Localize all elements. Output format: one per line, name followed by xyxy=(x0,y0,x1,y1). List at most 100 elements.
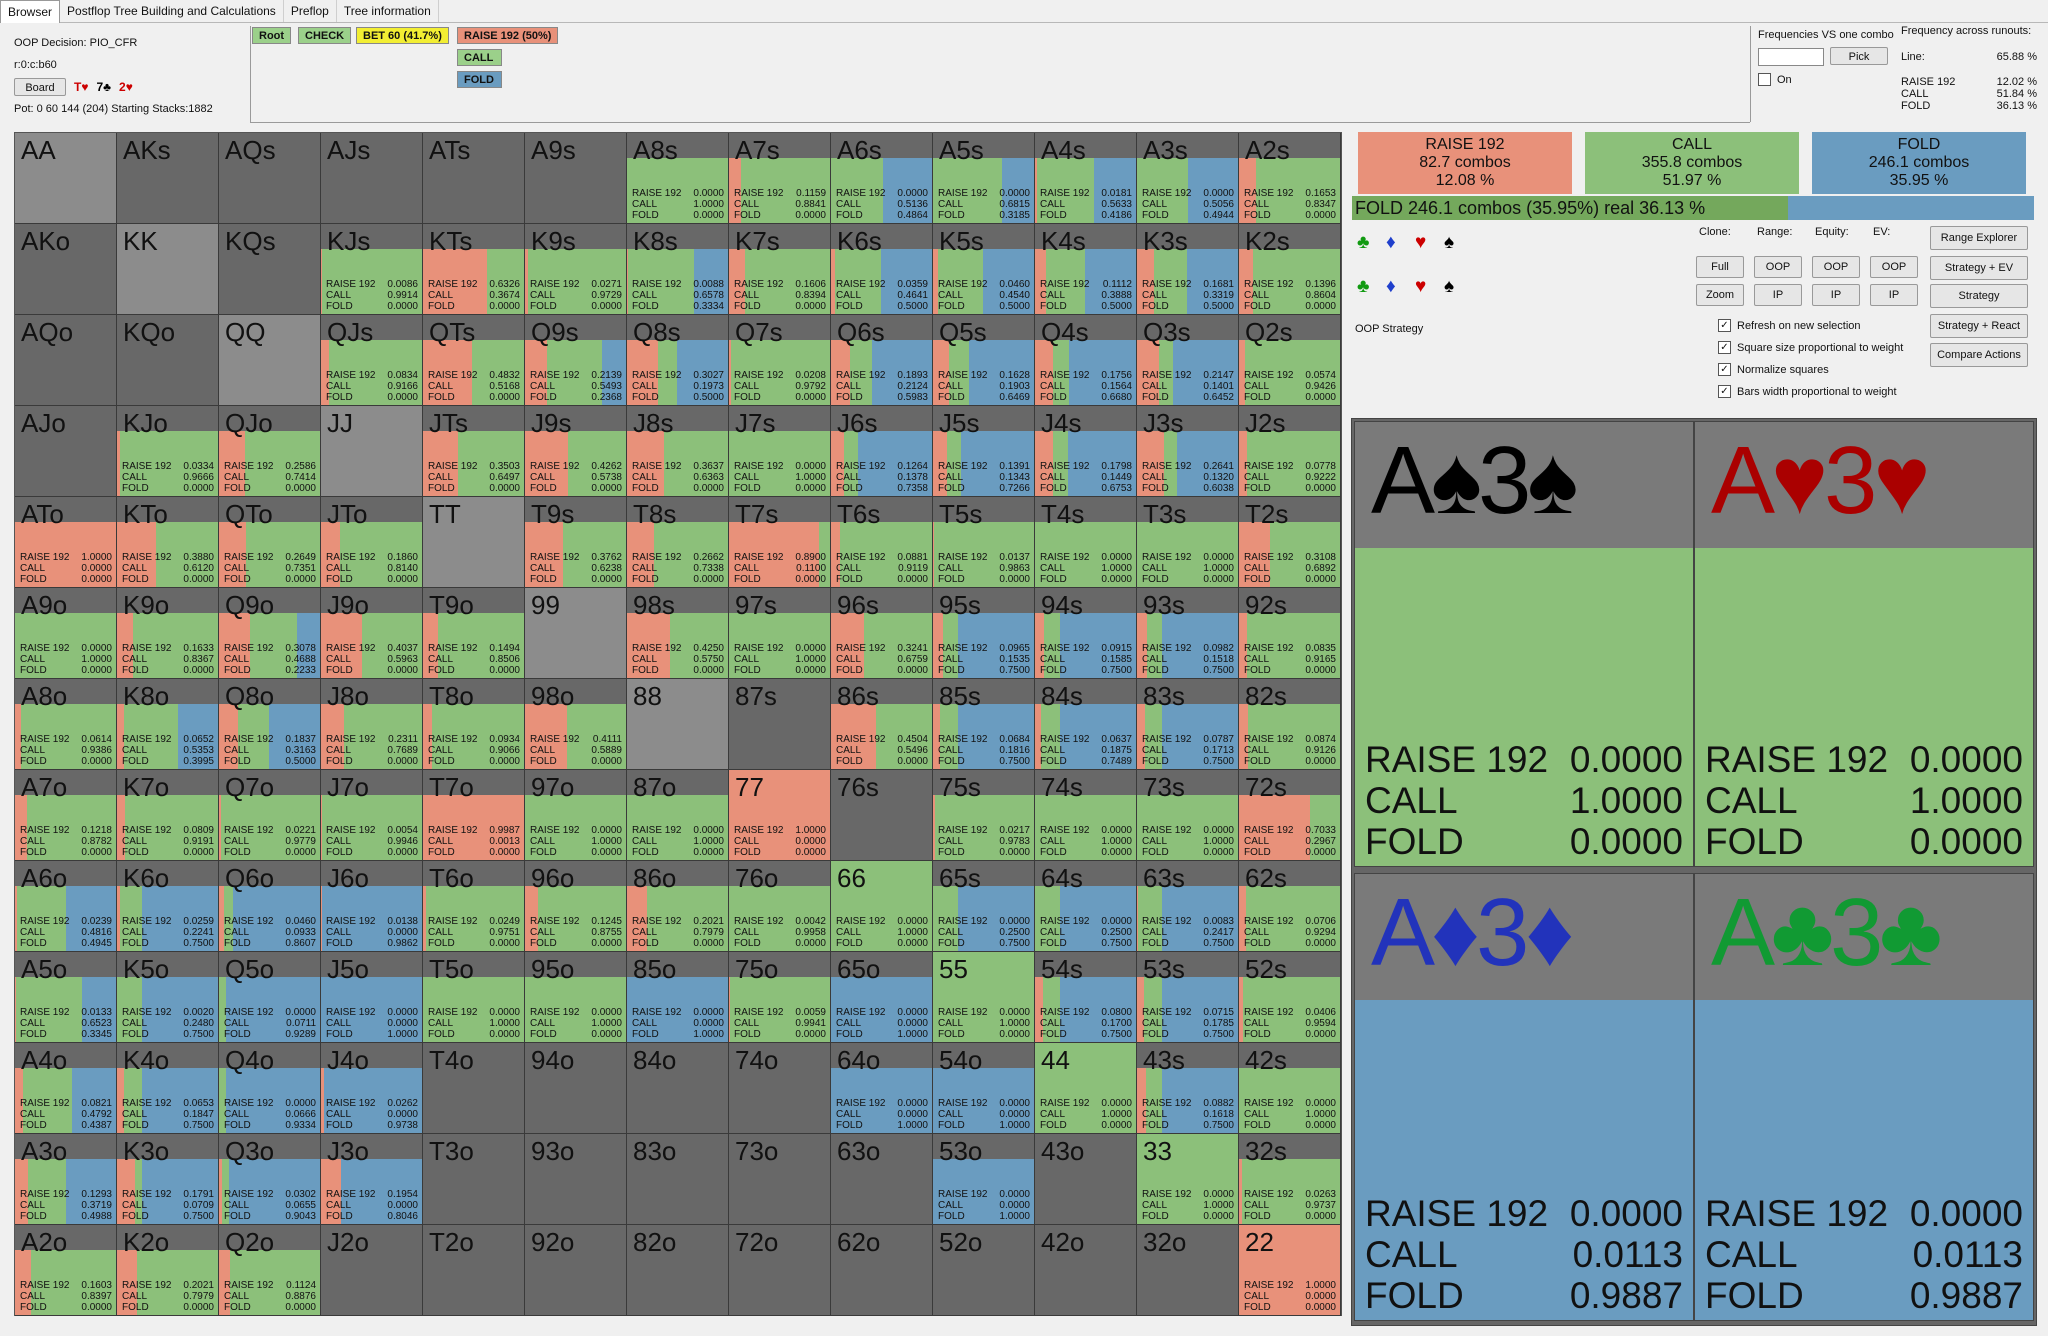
hand-cell-J2s[interactable]: RAISE 192 0.0778 CALL 0.9222 FOLD 0.0000 J2s xyxy=(1239,406,1341,497)
hand-cell-52o[interactable]: 52o xyxy=(933,1225,1035,1316)
hand-cell-QJo[interactable]: RAISE 192 0.2586 CALL 0.7414 FOLD 0.0000 QJo xyxy=(219,406,321,497)
hand-cell-Q4s[interactable]: RAISE 192 0.1756 CALL 0.1564 FOLD 0.6680 Q4s xyxy=(1035,315,1137,406)
control-button-oop[interactable]: OOP xyxy=(1812,256,1860,278)
hand-cell-TT[interactable]: TT xyxy=(423,497,525,588)
hand-cell-KK[interactable]: KK xyxy=(117,224,219,315)
hand-cell-J9s[interactable]: RAISE 192 0.4262 CALL 0.5738 FOLD 0.0000 J9s xyxy=(525,406,627,497)
hand-cell-AKo[interactable]: AKo xyxy=(15,224,117,315)
hand-cell-QQ[interactable]: QQ xyxy=(219,315,321,406)
hand-cell-J3o[interactable]: RAISE 192 0.1954 CALL 0.0000 FOLD 0.8046 J3o xyxy=(321,1134,423,1225)
hand-cell-A2o[interactable]: RAISE 192 0.1603 CALL 0.8397 FOLD 0.0000 A2o xyxy=(15,1225,117,1316)
hand-cell-72o[interactable]: 72o xyxy=(729,1225,831,1316)
control-button-ip[interactable]: IP xyxy=(1754,284,1802,306)
hand-cell-64s[interactable]: RAISE 192 0.0000 CALL 0.2500 FOLD 0.7500 64s xyxy=(1035,861,1137,952)
hand-cell-87o[interactable]: RAISE 192 0.0000 CALL 1.0000 FOLD 0.0000 87o xyxy=(627,770,729,861)
hand-cell-98s[interactable]: RAISE 192 0.4250 CALL 0.5750 FOLD 0.0000 98s xyxy=(627,588,729,679)
hand-cell-Q5o[interactable]: RAISE 192 0.0000 CALL 0.0711 FOLD 0.9289 Q5o xyxy=(219,952,321,1043)
hand-cell-J5s[interactable]: RAISE 192 0.1391 CALL 0.1343 FOLD 0.7266 J5s xyxy=(933,406,1035,497)
hand-cell-QJs[interactable]: RAISE 192 0.0834 CALL 0.9166 FOLD 0.0000 QJs xyxy=(321,315,423,406)
hand-cell-76s[interactable]: 76s xyxy=(831,770,933,861)
spade-suit-toggle[interactable]: ♠ xyxy=(1444,232,1455,253)
hand-cell-Q5s[interactable]: RAISE 192 0.1628 CALL 0.1903 FOLD 0.6469 Q5s xyxy=(933,315,1035,406)
hand-cell-Q3s[interactable]: RAISE 192 0.2147 CALL 0.1401 FOLD 0.6452 Q3s xyxy=(1137,315,1239,406)
hand-cell-A4s[interactable]: RAISE 192 0.0181 CALL 0.5633 FOLD 0.4186 A4s xyxy=(1035,133,1137,224)
hand-cell-K7s[interactable]: RAISE 192 0.1606 CALL 0.8394 FOLD 0.0000 K7s xyxy=(729,224,831,315)
summary-raise[interactable]: RAISE 192 82.7 combos 12.08 % xyxy=(1358,132,1572,194)
hand-cell-Q6o[interactable]: RAISE 192 0.0460 CALL 0.0933 FOLD 0.8607 Q6o xyxy=(219,861,321,952)
hand-cell-Q8o[interactable]: RAISE 192 0.1837 CALL 0.3163 FOLD 0.5000 Q8o xyxy=(219,679,321,770)
hand-cell-K9s[interactable]: RAISE 192 0.0271 CALL 0.9729 FOLD 0.0000 K9s xyxy=(525,224,627,315)
hand-cell-42s[interactable]: RAISE 192 0.0000 CALL 1.0000 FOLD 0.0000 42s xyxy=(1239,1043,1341,1134)
checkbox-box[interactable]: ✓ xyxy=(1718,363,1731,376)
hand-cell-32s[interactable]: RAISE 192 0.0263 CALL 0.9737 FOLD 0.0000 32s xyxy=(1239,1134,1341,1225)
hand-cell-82s[interactable]: RAISE 192 0.0874 CALL 0.9126 FOLD 0.0000 82s xyxy=(1239,679,1341,770)
hand-cell-97o[interactable]: RAISE 192 0.0000 CALL 1.0000 FOLD 0.0000 97o xyxy=(525,770,627,861)
heart-suit-toggle[interactable]: ♥ xyxy=(1415,276,1427,297)
tab-tree-information[interactable]: Tree information xyxy=(337,0,439,22)
hand-cell-K5o[interactable]: RAISE 192 0.0020 CALL 0.2480 FOLD 0.7500 K5o xyxy=(117,952,219,1043)
hand-cell-T7o[interactable]: RAISE 192 0.9987 CALL 0.0013 FOLD 0.0000 T7o xyxy=(423,770,525,861)
pick-button[interactable]: Pick xyxy=(1830,47,1888,65)
hand-cell-T5o[interactable]: RAISE 192 0.0000 CALL 1.0000 FOLD 0.0000 T5o xyxy=(423,952,525,1043)
control-button-oop[interactable]: OOP xyxy=(1870,256,1918,278)
hand-cell-A6s[interactable]: RAISE 192 0.0000 CALL 0.5136 FOLD 0.4864 A6s xyxy=(831,133,933,224)
heart-suit-toggle[interactable]: ♥ xyxy=(1415,232,1427,253)
hand-cell-65o[interactable]: RAISE 192 0.0000 CALL 0.0000 FOLD 1.0000 65o xyxy=(831,952,933,1043)
hand-cell-Q2s[interactable]: RAISE 192 0.0574 CALL 0.9426 FOLD 0.0000 Q2s xyxy=(1239,315,1341,406)
hand-cell-T6o[interactable]: RAISE 192 0.0249 CALL 0.9751 FOLD 0.0000 T6o xyxy=(423,861,525,952)
hand-cell-83s[interactable]: RAISE 192 0.0787 CALL 0.1713 FOLD 0.7500 83s xyxy=(1137,679,1239,770)
hand-cell-86s[interactable]: RAISE 192 0.4504 CALL 0.5496 FOLD 0.0000 86s xyxy=(831,679,933,770)
club-suit-toggle[interactable]: ♣ xyxy=(1357,276,1370,297)
hand-cell-44[interactable]: RAISE 192 0.0000 CALL 1.0000 FOLD 0.0000 44 xyxy=(1035,1043,1137,1134)
hand-cell-T5s[interactable]: RAISE 192 0.0137 CALL 0.9863 FOLD 0.0000 T5s xyxy=(933,497,1035,588)
hand-cell-T6s[interactable]: RAISE 192 0.0881 CALL 0.9119 FOLD 0.0000 T6s xyxy=(831,497,933,588)
hand-cell-A3s[interactable]: RAISE 192 0.0000 CALL 0.5056 FOLD 0.4944 A3s xyxy=(1137,133,1239,224)
control-button-ip[interactable]: IP xyxy=(1870,284,1918,306)
hand-cell-K3o[interactable]: RAISE 192 0.1791 CALL 0.0709 FOLD 0.7500 K3o xyxy=(117,1134,219,1225)
hand-cell-KTs[interactable]: RAISE 192 0.6326 CALL 0.3674 FOLD 0.0000 KTs xyxy=(423,224,525,315)
hand-cell-JTs[interactable]: RAISE 192 0.3503 CALL 0.6497 FOLD 0.0000 JTs xyxy=(423,406,525,497)
hand-cell-T3o[interactable]: T3o xyxy=(423,1134,525,1225)
hand-cell-Q9o[interactable]: RAISE 192 0.3078 CALL 0.4688 FOLD 0.2233 Q9o xyxy=(219,588,321,679)
hand-cell-96o[interactable]: RAISE 192 0.1245 CALL 0.8755 FOLD 0.0000 96o xyxy=(525,861,627,952)
hand-cell-T8s[interactable]: RAISE 192 0.2662 CALL 0.7338 FOLD 0.0000 T8s xyxy=(627,497,729,588)
hand-cell-J6s[interactable]: RAISE 192 0.1264 CALL 0.1378 FOLD 0.7358 J6s xyxy=(831,406,933,497)
hand-cell-75o[interactable]: RAISE 192 0.0059 CALL 0.9941 FOLD 0.0000 75o xyxy=(729,952,831,1043)
spade-suit-toggle[interactable]: ♠ xyxy=(1444,276,1455,297)
hand-cell-K4o[interactable]: RAISE 192 0.0653 CALL 0.1847 FOLD 0.7500 K4o xyxy=(117,1043,219,1134)
hand-cell-73o[interactable]: 73o xyxy=(729,1134,831,1225)
option-checkbox[interactable]: ✓ Bars width proportional to weight xyxy=(1718,385,1897,398)
checkbox-box[interactable]: ✓ xyxy=(1718,341,1731,354)
hand-cell-JJ[interactable]: JJ xyxy=(321,406,423,497)
on-checkbox[interactable]: On xyxy=(1758,73,1792,86)
combo-card[interactable]: A♦3♦ RAISE 192 0.0000 CALL 0.0113 FOLD 0.9887 xyxy=(1354,873,1694,1321)
hand-cell-64o[interactable]: RAISE 192 0.0000 CALL 0.0000 FOLD 1.0000 64o xyxy=(831,1043,933,1134)
hand-cell-92o[interactable]: 92o xyxy=(525,1225,627,1316)
hand-cell-66[interactable]: RAISE 192 0.0000 CALL 1.0000 FOLD 0.0000 66 xyxy=(831,861,933,952)
hand-cell-A8o[interactable]: RAISE 192 0.0614 CALL 0.9386 FOLD 0.0000 A8o xyxy=(15,679,117,770)
hand-cell-72s[interactable]: RAISE 192 0.7033 CALL 0.2967 FOLD 0.0000 72s xyxy=(1239,770,1341,861)
diamond-suit-toggle[interactable]: ♦ xyxy=(1386,276,1396,297)
option-checkbox[interactable]: ✓ Refresh on new selection xyxy=(1718,319,1861,332)
hand-cell-K5s[interactable]: RAISE 192 0.0460 CALL 0.4540 FOLD 0.5000 K5s xyxy=(933,224,1035,315)
hand-cell-QTs[interactable]: RAISE 192 0.4832 CALL 0.5168 FOLD 0.0000 QTs xyxy=(423,315,525,406)
hand-cell-Q7s[interactable]: RAISE 192 0.0208 CALL 0.9792 FOLD 0.0000 Q7s xyxy=(729,315,831,406)
checkbox-box[interactable]: ✓ xyxy=(1718,319,1731,332)
hand-cell-J5o[interactable]: RAISE 192 0.0000 CALL 0.0000 FOLD 1.0000 J5o xyxy=(321,952,423,1043)
hand-cell-AKs[interactable]: AKs xyxy=(117,133,219,224)
side-button-range-explorer[interactable]: Range Explorer xyxy=(1930,226,2028,250)
control-button-oop[interactable]: OOP xyxy=(1754,256,1802,278)
hand-cell-ATo[interactable]: RAISE 192 1.0000 CALL 0.0000 FOLD 0.0000 ATo xyxy=(15,497,117,588)
hand-cell-KTo[interactable]: RAISE 192 0.3880 CALL 0.6120 FOLD 0.0000 KTo xyxy=(117,497,219,588)
hand-cell-J4o[interactable]: RAISE 192 0.0262 CALL 0.0000 FOLD 0.9738 J4o xyxy=(321,1043,423,1134)
control-button-zoom[interactable]: Zoom xyxy=(1696,284,1744,306)
hand-cell-K8o[interactable]: RAISE 192 0.0652 CALL 0.5353 FOLD 0.3995 K8o xyxy=(117,679,219,770)
hand-cell-65s[interactable]: RAISE 192 0.0000 CALL 0.2500 FOLD 0.7500 65s xyxy=(933,861,1035,952)
side-button-strategy[interactable]: Strategy xyxy=(1930,284,2028,308)
hand-cell-43s[interactable]: RAISE 192 0.0882 CALL 0.1618 FOLD 0.7500 43s xyxy=(1137,1043,1239,1134)
hand-cell-KQs[interactable]: KQs xyxy=(219,224,321,315)
hand-cell-Q9s[interactable]: RAISE 192 0.2139 CALL 0.5493 FOLD 0.2368 Q9s xyxy=(525,315,627,406)
tree-node-root[interactable]: Root xyxy=(252,27,292,44)
hand-cell-A3o[interactable]: RAISE 192 0.1293 CALL 0.3719 FOLD 0.4988 A3o xyxy=(15,1134,117,1225)
hand-cell-85s[interactable]: RAISE 192 0.0684 CALL 0.1816 FOLD 0.7500 85s xyxy=(933,679,1035,770)
